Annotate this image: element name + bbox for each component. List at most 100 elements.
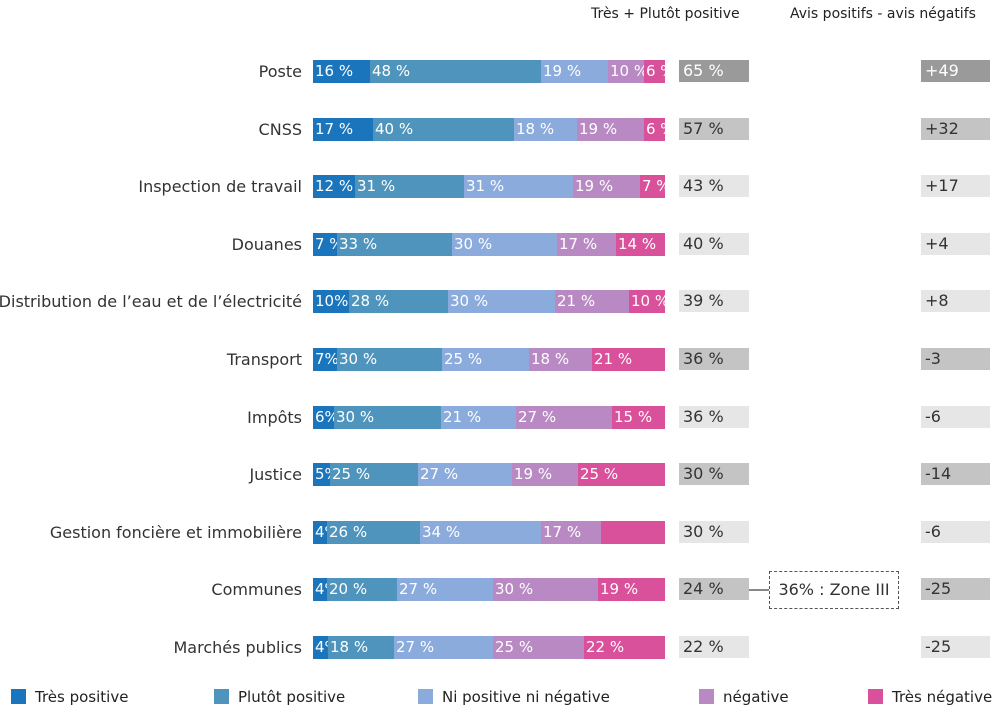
category-label: CNSS [258, 119, 302, 139]
positive-share-value: 36 % [679, 348, 749, 370]
legend-label: négative [723, 688, 789, 706]
stacked-bar: 4%18 %27 %25 %22 % [313, 636, 665, 659]
legend-item-tres-negative: Très négative [868, 688, 992, 706]
positive-share-value: 30 % [679, 463, 749, 486]
bar-segment-negative: 19 % [577, 117, 644, 141]
bar-segment-tres-positive: 6% [313, 405, 334, 429]
bar-segment-tres-positive: 5% [313, 463, 330, 487]
bar-segment-negative: 18 % [529, 348, 592, 371]
legend-item-ni-positive: Ni positive ni négative [418, 688, 610, 706]
bar-segment-plutot-positive: 31 % [355, 175, 464, 199]
category-label: Justice [249, 465, 302, 485]
category-label: Douanes [231, 234, 302, 254]
bar-segment-plutot-positive: 48 % [370, 60, 541, 83]
net-opinion-value: -14 [921, 463, 990, 486]
bar-segment-negative: 10 % [608, 60, 644, 83]
legend-item-negative: négative [699, 688, 789, 706]
bar-segment-plutot-positive: 33 % [337, 232, 452, 256]
header-positive: Très + Plutôt positive [591, 6, 740, 22]
bar-segment-ni-positive: 18 % [514, 117, 577, 141]
category-label: Impôts [247, 407, 302, 427]
legend-swatch [868, 689, 883, 704]
bar-segment-tres-positive: 7% [313, 348, 337, 371]
bar-segment-ni-positive: 21 % [441, 405, 516, 429]
bar-segment-tres-positive: 16 % [313, 60, 370, 83]
net-opinion-value: +17 [921, 175, 990, 198]
legend-swatch [11, 689, 26, 704]
stacked-bar: 16 %48 %19 %10 %6 % [313, 60, 665, 83]
bar-segment-ni-positive: 19 % [541, 60, 608, 83]
bar-segment-ni-positive: 34 % [420, 520, 541, 544]
bar-segment-ni-positive: 30 % [448, 290, 555, 314]
bar-segment-tres-positive: 4% [313, 636, 328, 659]
legend-label: Plutôt positive [238, 688, 346, 706]
stacked-bar: 7 %33 %30 %17 %14 % [313, 232, 665, 256]
bar-segment-tres-negative: 19 % [598, 578, 665, 602]
bar-segment-ni-positive: 27 % [397, 578, 493, 602]
net-opinion-value: -6 [921, 405, 990, 428]
bar-segment-negative: 17 % [557, 232, 616, 256]
bar-segment-ni-positive: 27 % [394, 636, 493, 659]
stacked-bar: 10%28 %30 %21 %10 % [313, 290, 665, 314]
bar-segment-plutot-positive: 18 % [328, 636, 394, 659]
bar-segment-negative: 30 % [493, 578, 598, 602]
legend-swatch [699, 689, 714, 704]
legend-label: Très négative [892, 688, 993, 706]
bar-segment-negative: 19 % [512, 463, 578, 487]
bar-segment-negative: 17 % [541, 520, 601, 544]
bar-segment-tres-positive: 4% [313, 578, 327, 602]
stacked-bar: 4%20 %27 %30 %19 % [313, 578, 665, 602]
bar-segment-negative: 25 % [493, 636, 584, 659]
annotation-connector [749, 589, 770, 591]
bar-segment-negative: 27 % [516, 405, 612, 429]
bar-segment-plutot-positive: 30 % [334, 405, 441, 429]
category-label: Distribution de l’eau et de l’électricit… [0, 292, 302, 312]
bar-segment-tres-negative: 6 % [644, 60, 665, 83]
bar-segment-tres-negative: 10 % [629, 290, 665, 314]
legend-label: Très positive [35, 688, 129, 706]
bar-segment-tres-negative: 7 % [640, 175, 665, 199]
bar-segment-tres-positive: 4% [313, 520, 327, 544]
header-net: Avis positifs - avis négatifs [790, 6, 976, 22]
bar-segment-plutot-positive: 28 % [349, 290, 448, 314]
bar-segment-tres-positive: 17 % [313, 117, 373, 141]
net-opinion-value: +4 [921, 232, 990, 255]
positive-share-value: 22 % [679, 636, 749, 658]
positive-share-value: 40 % [679, 232, 749, 255]
category-label: Poste [258, 62, 302, 81]
bar-segment-negative: 21 % [555, 290, 629, 314]
bar-segment-tres-negative: 22 % [584, 636, 665, 659]
bar-segment-negative: 19 % [573, 175, 640, 199]
annotation-zone-box: 36% : Zone III [769, 571, 899, 609]
net-opinion-value: -3 [921, 348, 990, 370]
net-opinion-value: -25 [921, 578, 990, 601]
positive-share-value: 36 % [679, 405, 749, 428]
net-opinion-value: +49 [921, 60, 990, 82]
positive-share-value: 65 % [679, 60, 749, 82]
bar-segment-tres-negative: 21 % [592, 348, 665, 371]
bar-segment-tres-negative: 6 % [644, 117, 665, 141]
stacked-bar: 12 %31 %31 %19 %7 % [313, 175, 665, 199]
stacked-bar: 17 %40 %18 %19 %6 % [313, 117, 665, 141]
bar-segment-ni-positive: 31 % [464, 175, 573, 199]
bar-segment-tres-positive: 7 % [313, 232, 337, 256]
bar-segment-plutot-positive: 20 % [327, 578, 397, 602]
bar-segment-tres-negative: 25 % [578, 463, 665, 487]
category-label: Inspection de travail [138, 177, 302, 197]
net-opinion-value: -25 [921, 636, 990, 658]
bar-segment-ni-positive: 27 % [418, 463, 512, 487]
stacked-bar: 7% 30 % 25 % 18 % 21 % [313, 348, 665, 371]
stacked-bar: 5%25 %27 %19 %25 % [313, 463, 665, 487]
stacked-bar: 6%30 %21 %27 %15 % [313, 405, 665, 429]
category-label: Gestion foncière et immobilière [49, 522, 302, 542]
stacked-bar: 4%26 %34 %17 % [313, 520, 665, 544]
positive-share-value: 57 % [679, 117, 749, 140]
legend-label: Ni positive ni négative [442, 688, 610, 706]
legend-swatch [418, 689, 433, 704]
legend-swatch [214, 689, 229, 704]
category-label: Marchés publics [173, 638, 302, 657]
category-label: Communes [211, 580, 302, 600]
legend-item-tres-positive: Très positive [11, 688, 128, 706]
bar-segment-tres-negative: 14 % [616, 232, 665, 256]
